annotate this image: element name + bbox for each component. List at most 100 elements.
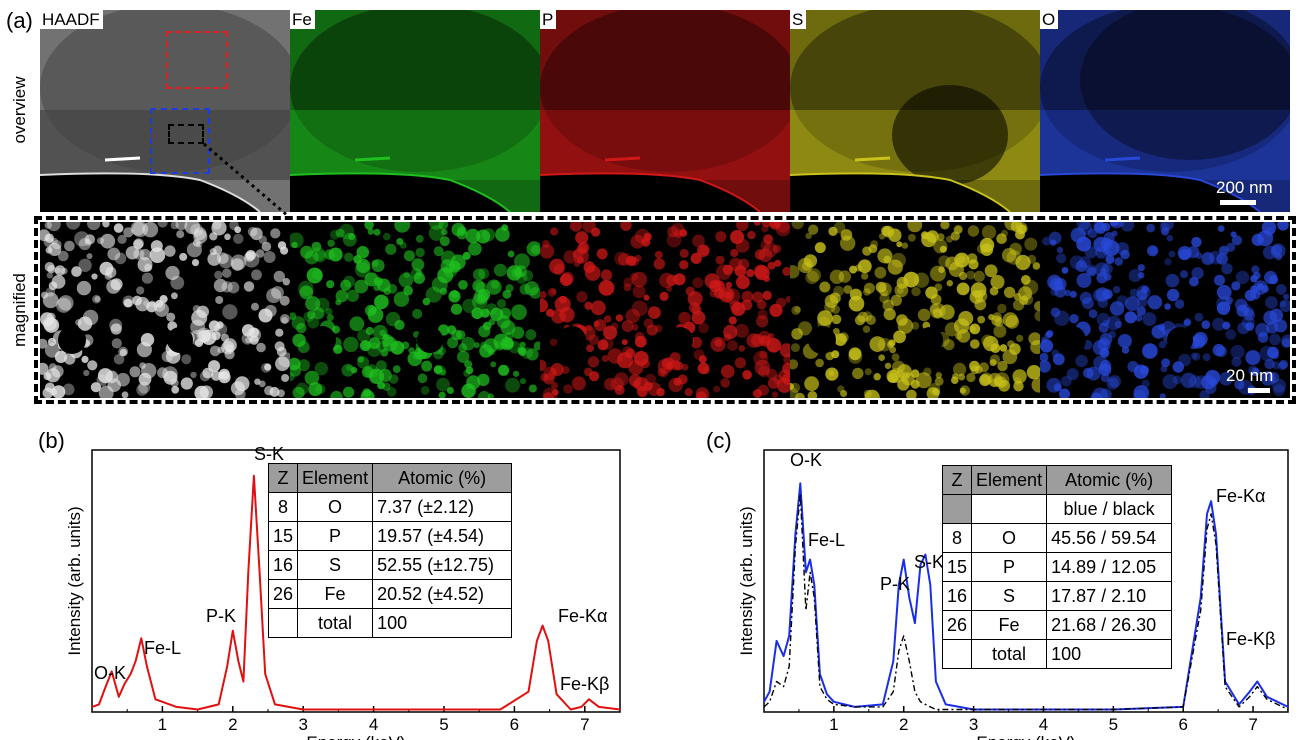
scalebar-magnified-label: 20 nm — [1226, 366, 1274, 385]
table-c-row: 16 S 17.87 / 2.10 — [941, 581, 1173, 611]
table-c-cell: 15 — [941, 552, 973, 582]
scalebar-overview-label: 200 nm — [1216, 178, 1273, 197]
overview-tile-p: P — [540, 10, 790, 212]
table-c-cell: 45.56 / 59.54 — [1046, 523, 1173, 553]
magnified-tile-s — [790, 222, 1040, 398]
x-tick-label: 3 — [298, 715, 307, 734]
black-roi-box — [168, 124, 204, 144]
scalebar-overview — [1220, 200, 1256, 205]
blue-roi-box — [150, 108, 210, 174]
magnified-tile-p — [540, 222, 790, 398]
table-b-row: 15 P 19.57 (±4.54) — [267, 521, 513, 551]
table-c-header-z: Z — [941, 465, 973, 495]
table-c-cell: 26 — [941, 610, 973, 640]
red-roi-box — [166, 31, 228, 89]
scalebar-magnified — [1248, 388, 1270, 393]
peak-label: Fe-L — [808, 530, 845, 550]
overview-tile-o: O — [1040, 10, 1290, 212]
table-c-cell: 21.68 / 26.30 — [1046, 610, 1173, 640]
x-tick-label: 1 — [829, 715, 838, 734]
composition-table-b: Z Element Atomic (%) 8 O 7.37 (±2.12) 15 P 19… — [267, 463, 513, 638]
table-b-cell: P — [297, 521, 374, 551]
table-b-cell: S — [297, 550, 374, 580]
magnified-tile-fe — [290, 222, 540, 398]
table-b-header-atomic: Atomic (%) — [372, 463, 513, 493]
x-tick-label: 5 — [1109, 715, 1118, 734]
x-tick-label: 1 — [158, 715, 167, 734]
x-tick-label: 2 — [899, 715, 908, 734]
table-c-cell: Fe — [971, 610, 1048, 640]
table-b-cell: 20.52 (±4.52) — [372, 579, 513, 609]
table-b-cell — [267, 608, 299, 638]
y-axis-label: Intensity (arb. units) — [737, 506, 756, 655]
plot-frame — [763, 449, 1289, 713]
x-tick-label: 7 — [580, 715, 589, 734]
peak-label: Fe-Kβ — [1226, 629, 1275, 649]
table-c-cell: O — [971, 523, 1048, 553]
table-c-header-element: Element — [971, 465, 1048, 495]
x-tick-label: 4 — [1039, 715, 1048, 734]
y-axis-label: Intensity (arb. units) — [65, 506, 84, 655]
table-b-cell: 26 — [267, 579, 299, 609]
x-axis-label: Energy (keV) — [306, 733, 405, 740]
overview-tile-label: P — [540, 10, 557, 29]
plot-frame — [91, 449, 621, 713]
x-tick-label: 6 — [510, 715, 519, 734]
table-b-row: 26 Fe 20.52 (±4.52) — [267, 579, 513, 609]
series-line-1 — [763, 492, 1289, 711]
magnified-tile-haadf — [40, 222, 290, 398]
x-axis-label: Energy (keV) — [976, 733, 1075, 740]
table-c-sub-empty-2 — [971, 494, 1048, 524]
peak-label: Fe-L — [144, 638, 181, 658]
panel-b-label: (b) — [38, 428, 65, 453]
table-b-cell: 8 — [267, 492, 299, 522]
table-b-row: 8 O 7.37 (±2.12) — [267, 492, 513, 522]
x-tick-label: 7 — [1248, 715, 1257, 734]
x-tick-label: 4 — [369, 715, 378, 734]
table-b-row: 16 S 52.55 (±12.75) — [267, 550, 513, 580]
table-c-cell: 16 — [941, 581, 973, 611]
table-b-header-z: Z — [267, 463, 299, 493]
table-b-cell: Fe — [297, 579, 374, 609]
table-b-cell: total — [297, 608, 374, 638]
table-c-row: 15 P 14.89 / 12.05 — [941, 552, 1173, 582]
table-b-cell: 100 — [372, 608, 513, 638]
magnified-dashed-frame — [34, 216, 1296, 404]
table-c-cell: P — [971, 552, 1048, 582]
table-c-row: 26 Fe 21.68 / 26.30 — [941, 610, 1173, 640]
peak-label: Fe-Kα — [558, 606, 607, 626]
peak-label: S-K — [914, 552, 944, 572]
table-c-subheader: blue / black — [1046, 494, 1173, 524]
peak-label: O-K — [790, 450, 822, 470]
peak-label: P-K — [880, 574, 910, 594]
table-b-cell: O — [297, 492, 374, 522]
peak-label: S-K — [254, 444, 284, 464]
table-c-header-atomic: Atomic (%) — [1046, 465, 1173, 495]
x-tick-label: 3 — [969, 715, 978, 734]
table-b-cell: 52.55 (±12.75) — [372, 550, 513, 580]
table-c-cell — [941, 639, 973, 669]
row-label-magnified: magnified — [10, 273, 29, 347]
panel-c-label: (c) — [706, 428, 732, 453]
series-line-0 — [763, 482, 1289, 711]
table-c-row: total 100 — [941, 639, 1173, 669]
x-tick-label: 2 — [228, 715, 237, 734]
composition-table-c: Z Element Atomic (%) blue / black 8 O 45.5… — [941, 465, 1173, 669]
x-tick-label: 5 — [439, 715, 448, 734]
peak-label: O-K — [94, 663, 126, 683]
panel-a-label: (a) — [6, 8, 33, 33]
table-b-row: total 100 — [267, 608, 513, 638]
peak-label: Fe-Kβ — [560, 674, 609, 694]
table-c-row: 8 O 45.56 / 59.54 — [941, 523, 1173, 553]
table-c-cell: S — [971, 581, 1048, 611]
table-c-cell: total — [971, 639, 1048, 669]
overview-tile-label: Fe — [290, 10, 315, 29]
table-c-cell: 100 — [1046, 639, 1173, 669]
table-b-cell: 7.37 (±2.12) — [372, 492, 513, 522]
spectrum-chart-c: 1 2 3 4 5 6 7 Energy (keV) Intensity (arb. units… — [737, 449, 1289, 740]
x-tick-label: 6 — [1178, 715, 1187, 734]
overview-tile-s: S — [790, 10, 1040, 212]
spectrum-chart-b: 1 2 3 4 5 6 7 Energy (keV) Intensity (arb. units… — [65, 444, 621, 740]
overview-tile-label: O — [1040, 10, 1059, 29]
peak-label: Fe-Kα — [1216, 486, 1265, 506]
